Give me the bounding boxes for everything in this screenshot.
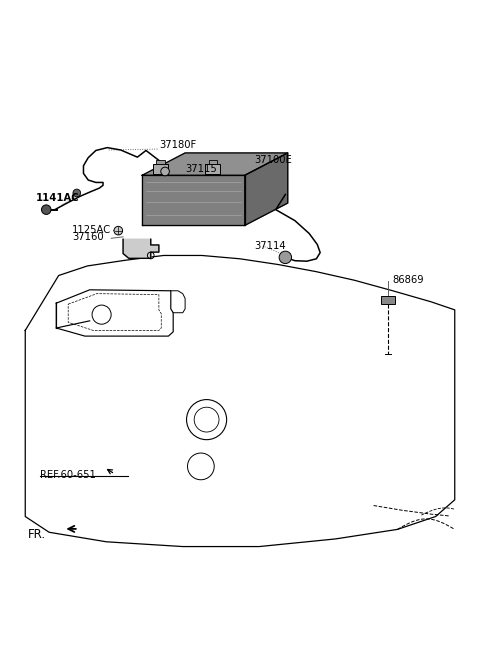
Text: FR.: FR. <box>28 528 46 541</box>
Text: 37180F: 37180F <box>159 140 196 150</box>
Circle shape <box>279 251 291 264</box>
FancyBboxPatch shape <box>381 296 395 304</box>
Text: 37160: 37160 <box>72 232 104 242</box>
Text: 86869: 86869 <box>393 276 424 285</box>
FancyBboxPatch shape <box>153 164 168 174</box>
Text: 37114: 37114 <box>254 241 286 251</box>
Polygon shape <box>142 175 245 226</box>
Text: 1125AC: 1125AC <box>72 225 111 235</box>
Polygon shape <box>245 153 288 226</box>
FancyBboxPatch shape <box>205 164 220 174</box>
Text: 1141AC: 1141AC <box>36 194 79 203</box>
Text: REF.60-651: REF.60-651 <box>39 470 96 480</box>
Circle shape <box>41 205 51 215</box>
Text: 37100E: 37100E <box>254 155 292 165</box>
Polygon shape <box>142 153 288 175</box>
Circle shape <box>114 226 122 235</box>
Circle shape <box>161 167 169 176</box>
Circle shape <box>73 189 81 197</box>
Polygon shape <box>123 239 159 258</box>
FancyBboxPatch shape <box>156 160 165 164</box>
FancyBboxPatch shape <box>208 160 217 164</box>
Text: 37115: 37115 <box>185 164 217 174</box>
